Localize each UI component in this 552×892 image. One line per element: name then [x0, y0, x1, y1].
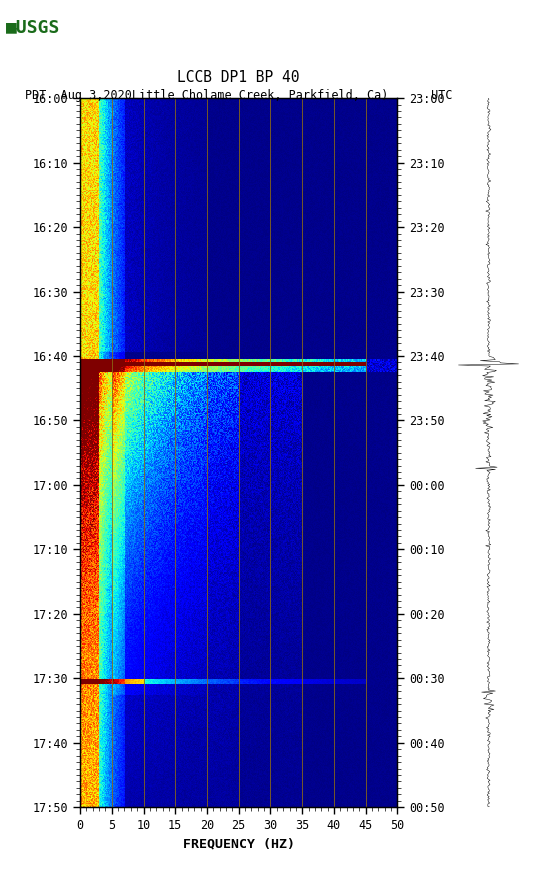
Text: ■USGS: ■USGS	[6, 18, 60, 36]
Text: PDT  Aug 3,2020Little Cholame Creek, Parkfield, Ca)      UTC: PDT Aug 3,2020Little Cholame Creek, Park…	[25, 89, 453, 102]
X-axis label: FREQUENCY (HZ): FREQUENCY (HZ)	[183, 838, 295, 851]
Text: LCCB DP1 BP 40: LCCB DP1 BP 40	[178, 70, 300, 85]
